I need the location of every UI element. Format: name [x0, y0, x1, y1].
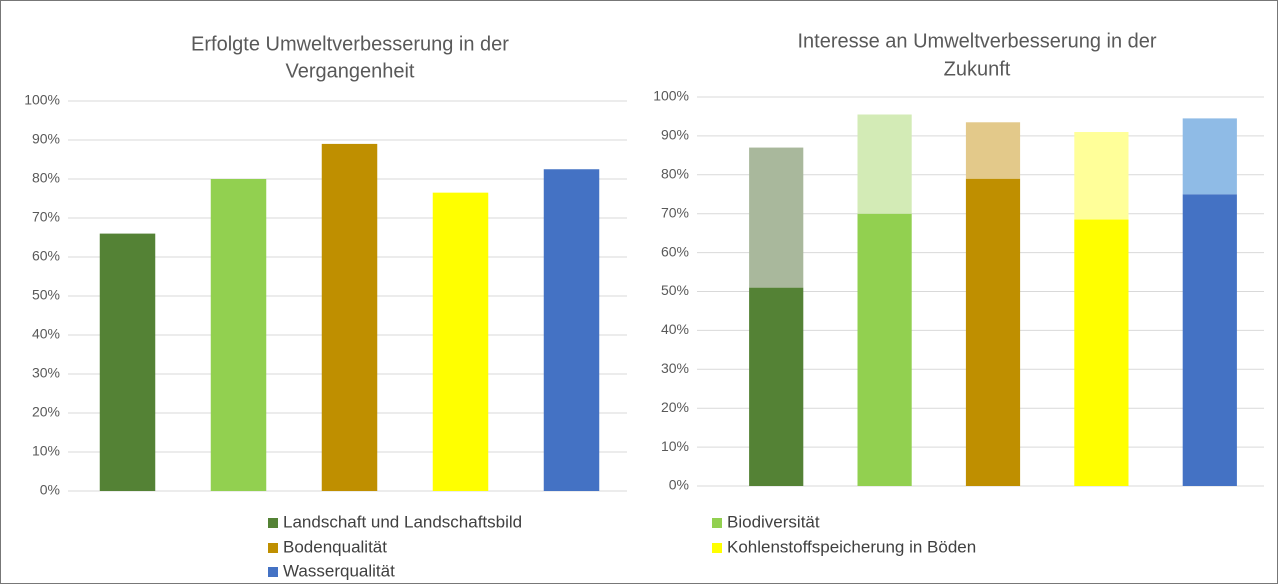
y-tick-label: 10% [32, 443, 60, 459]
bar-upper [1182, 118, 1237, 195]
y-tick-label: 90% [32, 131, 60, 147]
legend-label: Wasserqualität [283, 561, 395, 580]
y-tick-label: 70% [32, 209, 60, 225]
y-tick-label: 30% [32, 365, 60, 381]
y-tick-label: 50% [32, 287, 60, 303]
legend-label: Kohlenstoffspeicherung in Böden [727, 537, 976, 556]
y-tick-label: 60% [32, 248, 60, 264]
bar [965, 178, 1021, 486]
bar-upper [857, 114, 912, 214]
bar [432, 192, 489, 491]
y-tick-label: 0% [669, 477, 689, 493]
y-tick-label: 10% [661, 438, 689, 454]
bar-upper [965, 122, 1021, 179]
chart-title: Interesse an Umweltverbesserung in der [797, 30, 1156, 52]
chart-title: Zukunft [944, 58, 1011, 80]
bar [321, 143, 378, 491]
bar [1182, 194, 1237, 486]
y-tick-label: 80% [661, 166, 689, 182]
legend-swatch [268, 567, 278, 577]
legend-swatch [268, 518, 278, 528]
bar [1074, 219, 1129, 486]
y-tick-label: 20% [661, 399, 689, 415]
y-tick-label: 100% [24, 92, 60, 108]
y-tick-label: 20% [32, 404, 60, 420]
y-tick-label: 60% [661, 243, 689, 259]
y-tick-label: 40% [32, 326, 60, 342]
bar [857, 213, 912, 486]
y-tick-label: 90% [661, 127, 689, 143]
y-tick-label: 40% [661, 321, 689, 337]
legend-swatch [712, 543, 722, 553]
y-tick-label: 70% [661, 204, 689, 220]
bar [99, 233, 156, 491]
y-tick-label: 30% [661, 360, 689, 376]
y-tick-label: 100% [653, 88, 689, 104]
y-tick-label: 0% [40, 482, 60, 498]
chart-title: Erfolgte Umweltverbesserung in der [191, 33, 509, 55]
legend-label: Bodenqualität [283, 537, 387, 556]
chart-title: Vergangenheit [285, 60, 414, 82]
bar-upper [1074, 132, 1129, 220]
bar-upper [749, 147, 804, 288]
legend-swatch [268, 543, 278, 553]
y-tick-label: 80% [32, 170, 60, 186]
legend-swatch [712, 518, 722, 528]
legend-label: Biodiversität [727, 512, 820, 531]
legend-label: Landschaft und Landschaftsbild [283, 512, 522, 531]
y-tick-label: 50% [661, 282, 689, 298]
bar [543, 169, 600, 491]
bar [210, 179, 267, 491]
bar [749, 287, 804, 486]
